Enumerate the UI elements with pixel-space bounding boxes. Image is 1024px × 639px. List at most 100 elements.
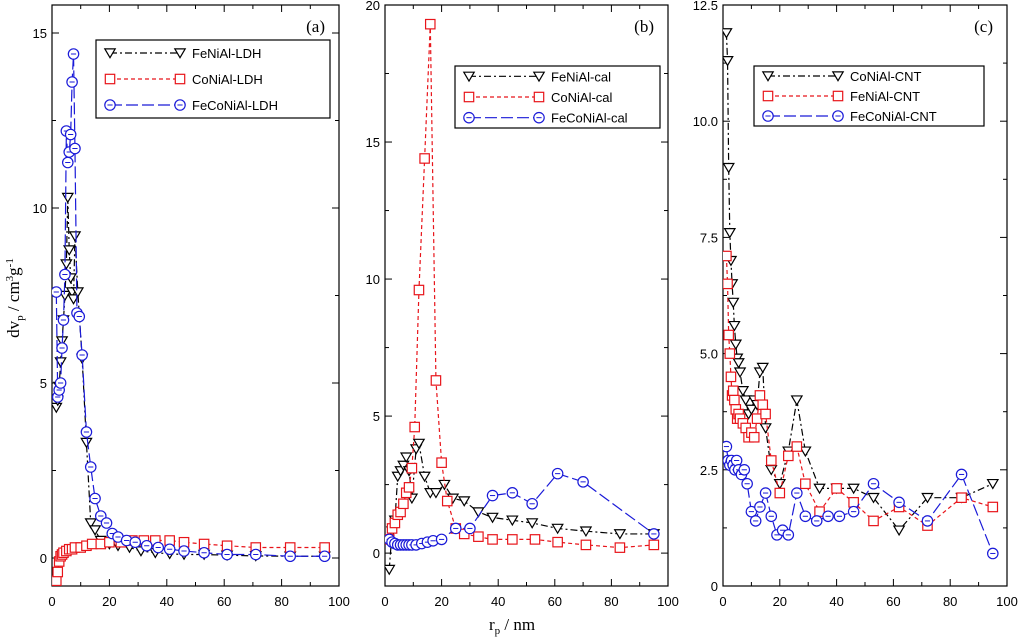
data-point-FeCoNiAl-CNT bbox=[782, 529, 795, 541]
data-point-CoNiAl-CNT bbox=[759, 423, 772, 434]
legend-label: FeCoNiAl-LDH bbox=[192, 98, 278, 113]
x-tick-label: 100 bbox=[996, 594, 1018, 609]
data-point-CoNiAl-LDH bbox=[86, 538, 98, 550]
data-point-CoNiAl-CNT bbox=[723, 56, 734, 67]
data-point-FeNiAl-cal bbox=[613, 529, 627, 540]
data-point-FeCoNiAl-CNT bbox=[738, 463, 751, 476]
data-point-FeNiAl-LDH bbox=[60, 259, 73, 270]
data-point-FeCoNiAl-LDH bbox=[84, 461, 97, 473]
legend-label: FeCoNiAl-cal bbox=[551, 111, 628, 126]
data-point-CoNiAl-cal bbox=[436, 457, 447, 468]
data-point-FeNiAl-LDH bbox=[71, 287, 85, 298]
data-point-FeNiAl-cal bbox=[397, 460, 410, 472]
data-point-FeCoNiAl-LDH bbox=[67, 48, 80, 60]
data-point-FeNiAl-cal bbox=[579, 526, 593, 538]
data-point-FeCoNiAl-CNT bbox=[986, 547, 999, 560]
data-point-FeNiAl-CNT bbox=[754, 390, 766, 401]
data-point-FeCoNiAl-CNT bbox=[749, 515, 762, 527]
legend-marker bbox=[761, 71, 775, 82]
data-point-CoNiAl-CNT bbox=[847, 483, 860, 495]
y-tick-label: 10 bbox=[33, 201, 47, 216]
data-point-CoNiAl-cal bbox=[424, 18, 436, 30]
data-point-FeNiAl-cal bbox=[506, 515, 519, 527]
y-tick-label: 7.5 bbox=[700, 230, 718, 245]
data-point-FeNiAl-cal bbox=[486, 512, 499, 524]
y-tick-label: 15 bbox=[33, 26, 47, 41]
data-point-FeNiAl-cal bbox=[429, 488, 443, 499]
data-point-FeCoNiAl-LDH bbox=[284, 550, 297, 563]
data-point-CoNiAl-cal bbox=[409, 421, 421, 433]
legend-label: CoNiAl-cal bbox=[551, 90, 613, 105]
data-point-CoNiAl-cal bbox=[406, 462, 418, 474]
data-point-FeCoNiAl-CNT bbox=[799, 510, 812, 523]
y-tick-label: 0 bbox=[373, 546, 380, 561]
data-point-FeNiAl-CNT bbox=[723, 278, 733, 290]
data-point-FeCoNiAl-LDH bbox=[152, 541, 164, 554]
data-point-FeCoNiAl-CNT bbox=[867, 477, 880, 490]
legend-marker bbox=[762, 110, 774, 122]
data-point-FeCoNiAl-cal bbox=[435, 533, 448, 546]
y-tick-label: 2.5 bbox=[700, 463, 718, 478]
data-point-FeCoNiAl-CNT bbox=[833, 510, 846, 523]
legend-marker bbox=[533, 91, 545, 103]
series-line-FeNiAl-CNT bbox=[725, 255, 993, 527]
legend-label: FeNiAl-LDH bbox=[192, 46, 261, 61]
data-point-CoNiAl-CNT bbox=[736, 386, 750, 397]
data-point-CoNiAl-cal bbox=[529, 534, 541, 545]
data-point-CoNiAl-cal bbox=[419, 153, 430, 164]
x-tick-label: 100 bbox=[328, 594, 350, 609]
data-point-FeNiAl-cal bbox=[385, 564, 396, 576]
data-point-FeCoNiAl-LDH bbox=[52, 286, 63, 298]
data-point-FeCoNiAl-LDH bbox=[221, 548, 233, 561]
legend-label: CoNiAl-CNT bbox=[850, 69, 922, 84]
data-point-FeCoNiAl-LDH bbox=[198, 546, 210, 559]
data-point-CoNiAl-cal bbox=[403, 482, 415, 493]
data-point-FeCoNiAl-cal bbox=[486, 489, 499, 502]
data-point-CoNiAl-CNT bbox=[723, 28, 733, 39]
data-point-FeCoNiAl-CNT bbox=[759, 487, 772, 499]
x-tick-label: 40 bbox=[160, 594, 174, 609]
data-point-CoNiAl-CNT bbox=[723, 162, 735, 174]
data-point-FeCoNiAl-cal bbox=[648, 528, 660, 540]
data-point-FeNiAl-CNT bbox=[765, 455, 777, 466]
y-tick-label: 10.0 bbox=[693, 114, 718, 129]
data-point-FeNiAl-LDH bbox=[88, 525, 102, 536]
data-point-FeCoNiAl-LDH bbox=[249, 548, 262, 561]
data-point-FeCoNiAl-LDH bbox=[59, 268, 71, 281]
data-point-FeNiAl-CNT bbox=[729, 394, 740, 406]
x-tick-label: 20 bbox=[434, 594, 448, 609]
data-point-CoNiAl-cal bbox=[398, 498, 409, 510]
x-tick-label: 80 bbox=[274, 594, 288, 609]
data-point-FeCoNiAl-LDH bbox=[178, 545, 190, 557]
data-point-FeCoNiAl-LDH bbox=[61, 156, 74, 169]
panel-label: (b) bbox=[634, 17, 654, 36]
data-point-FeCoNiAl-CNT bbox=[822, 510, 834, 523]
legend-marker bbox=[832, 110, 844, 122]
data-point-FeCoNiAl-CNT bbox=[955, 468, 968, 481]
plot-area bbox=[385, 18, 661, 576]
data-point-CoNiAl-cal bbox=[441, 495, 453, 507]
data-point-FeCoNiAl-cal bbox=[449, 522, 462, 535]
data-point-FeCoNiAl-cal bbox=[506, 487, 519, 499]
panel-c: 0 20 40 60 80 100 0 2.5 5.0 7.5 10.0 12.5 (c) CoNiAl-… bbox=[693, 0, 1018, 609]
data-point-FeNiAl-cal bbox=[399, 452, 413, 464]
data-point-FeNiAl-LDH bbox=[80, 437, 93, 449]
data-point-FeCoNiAl-LDH bbox=[80, 426, 93, 438]
legend-marker bbox=[173, 48, 187, 59]
series-line-FeCoNiAl-cal bbox=[388, 472, 655, 546]
data-point-FeNiAl-LDH bbox=[61, 192, 75, 204]
x-tick-label: 60 bbox=[548, 594, 562, 609]
data-point-CoNiAl-CNT bbox=[986, 478, 1000, 490]
data-point-FeNiAl-CNT bbox=[723, 329, 734, 341]
data-point-FeNiAl-LDH bbox=[67, 294, 80, 305]
data-point-FeNiAl-CNT bbox=[800, 478, 811, 490]
data-point-FeCoNiAl-CNT bbox=[741, 477, 753, 490]
legend-marker bbox=[463, 91, 475, 103]
data-point-FeNiAl-cal bbox=[418, 471, 431, 483]
data-point-CoNiAl-CNT bbox=[723, 227, 737, 239]
data-point-FeCoNiAl-LDH bbox=[64, 128, 77, 141]
data-point-FeNiAl-LDH bbox=[54, 357, 67, 368]
data-point-FeCoNiAl-LDH bbox=[129, 536, 142, 549]
y-axis-title: dvp / cm3g-1 bbox=[4, 258, 26, 338]
